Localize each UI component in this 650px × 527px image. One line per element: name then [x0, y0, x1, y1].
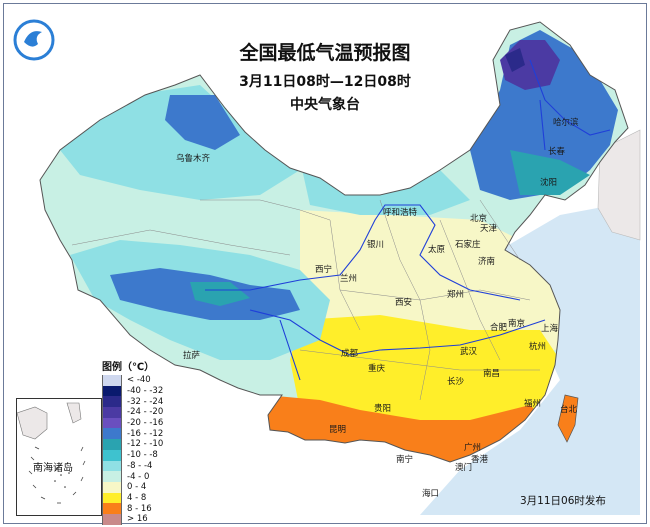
legend-swatch	[102, 460, 122, 472]
legend-label: -32 - -24	[127, 396, 164, 407]
legend-rows: < -40 -40 - -32 -32 - -24 -24 - -20 -20 - -1…	[102, 375, 163, 525]
legend: 图例（℃） < -40 -40 - -32 -32 - -24 -24 - -20 -2…	[102, 358, 163, 525]
rivers	[205, 59, 611, 381]
legend-swatch	[102, 428, 122, 440]
city-label: 长春	[548, 147, 566, 157]
city-label: 合肥	[490, 323, 508, 333]
city-label: 海口	[422, 489, 440, 499]
legend-title: 图例（℃）	[102, 362, 155, 373]
city-label: 拉萨	[183, 351, 201, 361]
legend-swatch	[102, 439, 122, 450]
legend-label: 0 - 4	[127, 482, 147, 493]
legend-item: -40 - -32	[102, 385, 164, 397]
city-label: 南昌	[483, 369, 501, 379]
city-label: 济南	[478, 257, 496, 267]
city-label: 重庆	[368, 364, 386, 374]
legend-swatch	[102, 417, 122, 429]
city-label: 西安	[395, 298, 413, 308]
legend-item: -16 - -12	[102, 428, 164, 440]
city-label: 银川	[367, 240, 385, 250]
legend-label: -20 - -16	[127, 418, 164, 429]
legend-item: -8 - -4	[102, 460, 163, 472]
province-borders	[71, 199, 540, 401]
city-label: 兰州	[340, 274, 358, 284]
city-label: 广州	[464, 443, 482, 453]
legend-swatch	[102, 481, 122, 493]
legend-item: -10 - -8	[102, 449, 163, 461]
legend-swatch	[102, 375, 122, 386]
map-title: 全国最低气温预报图	[239, 42, 411, 64]
south-china-sea-inset: 南海诸岛	[16, 398, 102, 516]
legend-item: -20 - -16	[102, 417, 164, 429]
legend-item: 0 - 4	[102, 481, 163, 493]
legend-label: -4 - 0	[127, 471, 150, 482]
city-label: 杭州	[529, 342, 547, 352]
legend-label: -10 - -8	[127, 450, 158, 461]
legend-item: 8 - 16	[102, 503, 163, 514]
taiwan-island	[557, 394, 579, 443]
city-label: 太原	[428, 245, 446, 255]
legend-swatch	[102, 503, 122, 514]
issuer-name: 中央气象台	[290, 97, 360, 113]
legend-label: > 16	[127, 514, 148, 525]
inset-label: 南海诸岛	[33, 463, 73, 474]
legend-swatch	[102, 396, 122, 408]
city-label: 北京	[470, 214, 488, 224]
city-label: 澳门	[455, 463, 473, 473]
legend-item: < -40	[102, 375, 163, 386]
city-label: 天津	[480, 224, 498, 234]
inset-map	[16, 402, 86, 504]
city-label: 郑州	[447, 290, 465, 300]
china-border	[39, 21, 629, 463]
city-label: 长沙	[447, 377, 465, 387]
legend-swatch	[102, 513, 122, 525]
legend-item: -24 - -20	[102, 407, 163, 418]
cma-logo-icon	[13, 19, 55, 61]
city-label: 台北	[560, 405, 578, 415]
legend-label: -16 - -12	[127, 428, 164, 439]
legend-item: -12 - -10	[102, 439, 163, 450]
city-label: 南宁	[396, 455, 414, 465]
city-label: 西宁	[315, 265, 333, 275]
legend-swatch	[102, 492, 122, 504]
legend-swatch	[102, 385, 122, 397]
legend-label: -8 - -4	[127, 460, 153, 471]
legend-label: -40 - -32	[127, 386, 164, 397]
city-label: 昆明	[329, 425, 347, 435]
issue-time: 3月11日06时发布	[520, 495, 606, 507]
legend-item: > 16	[102, 513, 163, 525]
korea-landmass	[597, 129, 641, 241]
legend-label: -12 - -10	[127, 439, 164, 450]
legend-label: 8 - 16	[127, 503, 152, 514]
city-label: 上海	[541, 324, 559, 334]
city-label: 福州	[524, 399, 542, 409]
city-label: 哈尔滨	[553, 118, 579, 128]
city-label: 南京	[508, 319, 526, 329]
legend-swatch	[102, 407, 122, 418]
city-label: 乌鲁木齐	[176, 154, 211, 164]
legend-label: -24 - -20	[127, 407, 164, 418]
legend-item: -4 - 0	[102, 471, 163, 482]
forecast-period: 3月11日08时—12日08时	[239, 74, 411, 90]
legend-swatch	[102, 449, 122, 461]
city-label: 沈阳	[540, 178, 558, 188]
legend-swatch	[102, 471, 122, 482]
city-label: 成都	[341, 349, 359, 359]
city-label: 贵阳	[374, 404, 392, 414]
legend-item: 4 - 8	[102, 492, 163, 504]
legend-label: 4 - 8	[127, 492, 147, 503]
city-label: 呼和浩特	[383, 208, 418, 218]
city-label: 香港	[471, 455, 489, 465]
sea-area	[420, 200, 640, 515]
city-label: 武汉	[460, 347, 478, 357]
legend-label: < -40	[127, 375, 151, 386]
city-label: 石家庄	[455, 240, 481, 250]
legend-item: -32 - -24	[102, 396, 164, 408]
